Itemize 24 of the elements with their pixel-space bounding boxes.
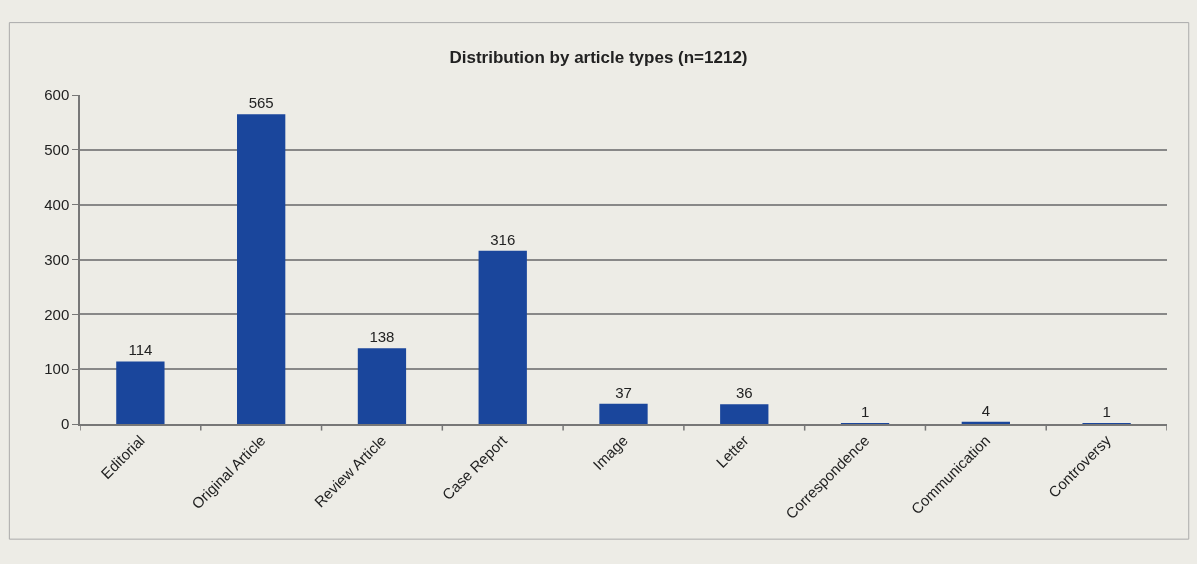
y-tick-label: 100 [44, 360, 70, 378]
data-label: 138 [369, 328, 395, 346]
data-label: 36 [735, 384, 753, 402]
bar [237, 114, 286, 424]
y-tick-label: 300 [44, 250, 70, 268]
bar [357, 348, 407, 424]
data-label: 114 [128, 341, 153, 359]
chart-title: Distribution by article types (n=1212) [449, 47, 748, 67]
data-label: 1 [860, 403, 870, 420]
y-tick-label: 200 [44, 305, 70, 323]
bar [961, 421, 1010, 424]
bar [720, 404, 769, 424]
data-label: 316 [490, 230, 516, 248]
bar [478, 250, 527, 424]
data-label: 37 [615, 383, 632, 401]
bar [116, 361, 165, 424]
data-label: 565 [248, 94, 274, 112]
data-label: 4 [981, 401, 991, 419]
y-tick-label: 400 [44, 195, 70, 213]
y-tick-label: 500 [44, 141, 70, 159]
y-tick-label: 0 [60, 415, 70, 433]
bar [599, 403, 648, 424]
y-tick-label: 600 [44, 86, 70, 104]
data-label: 1 [1102, 403, 1111, 420]
